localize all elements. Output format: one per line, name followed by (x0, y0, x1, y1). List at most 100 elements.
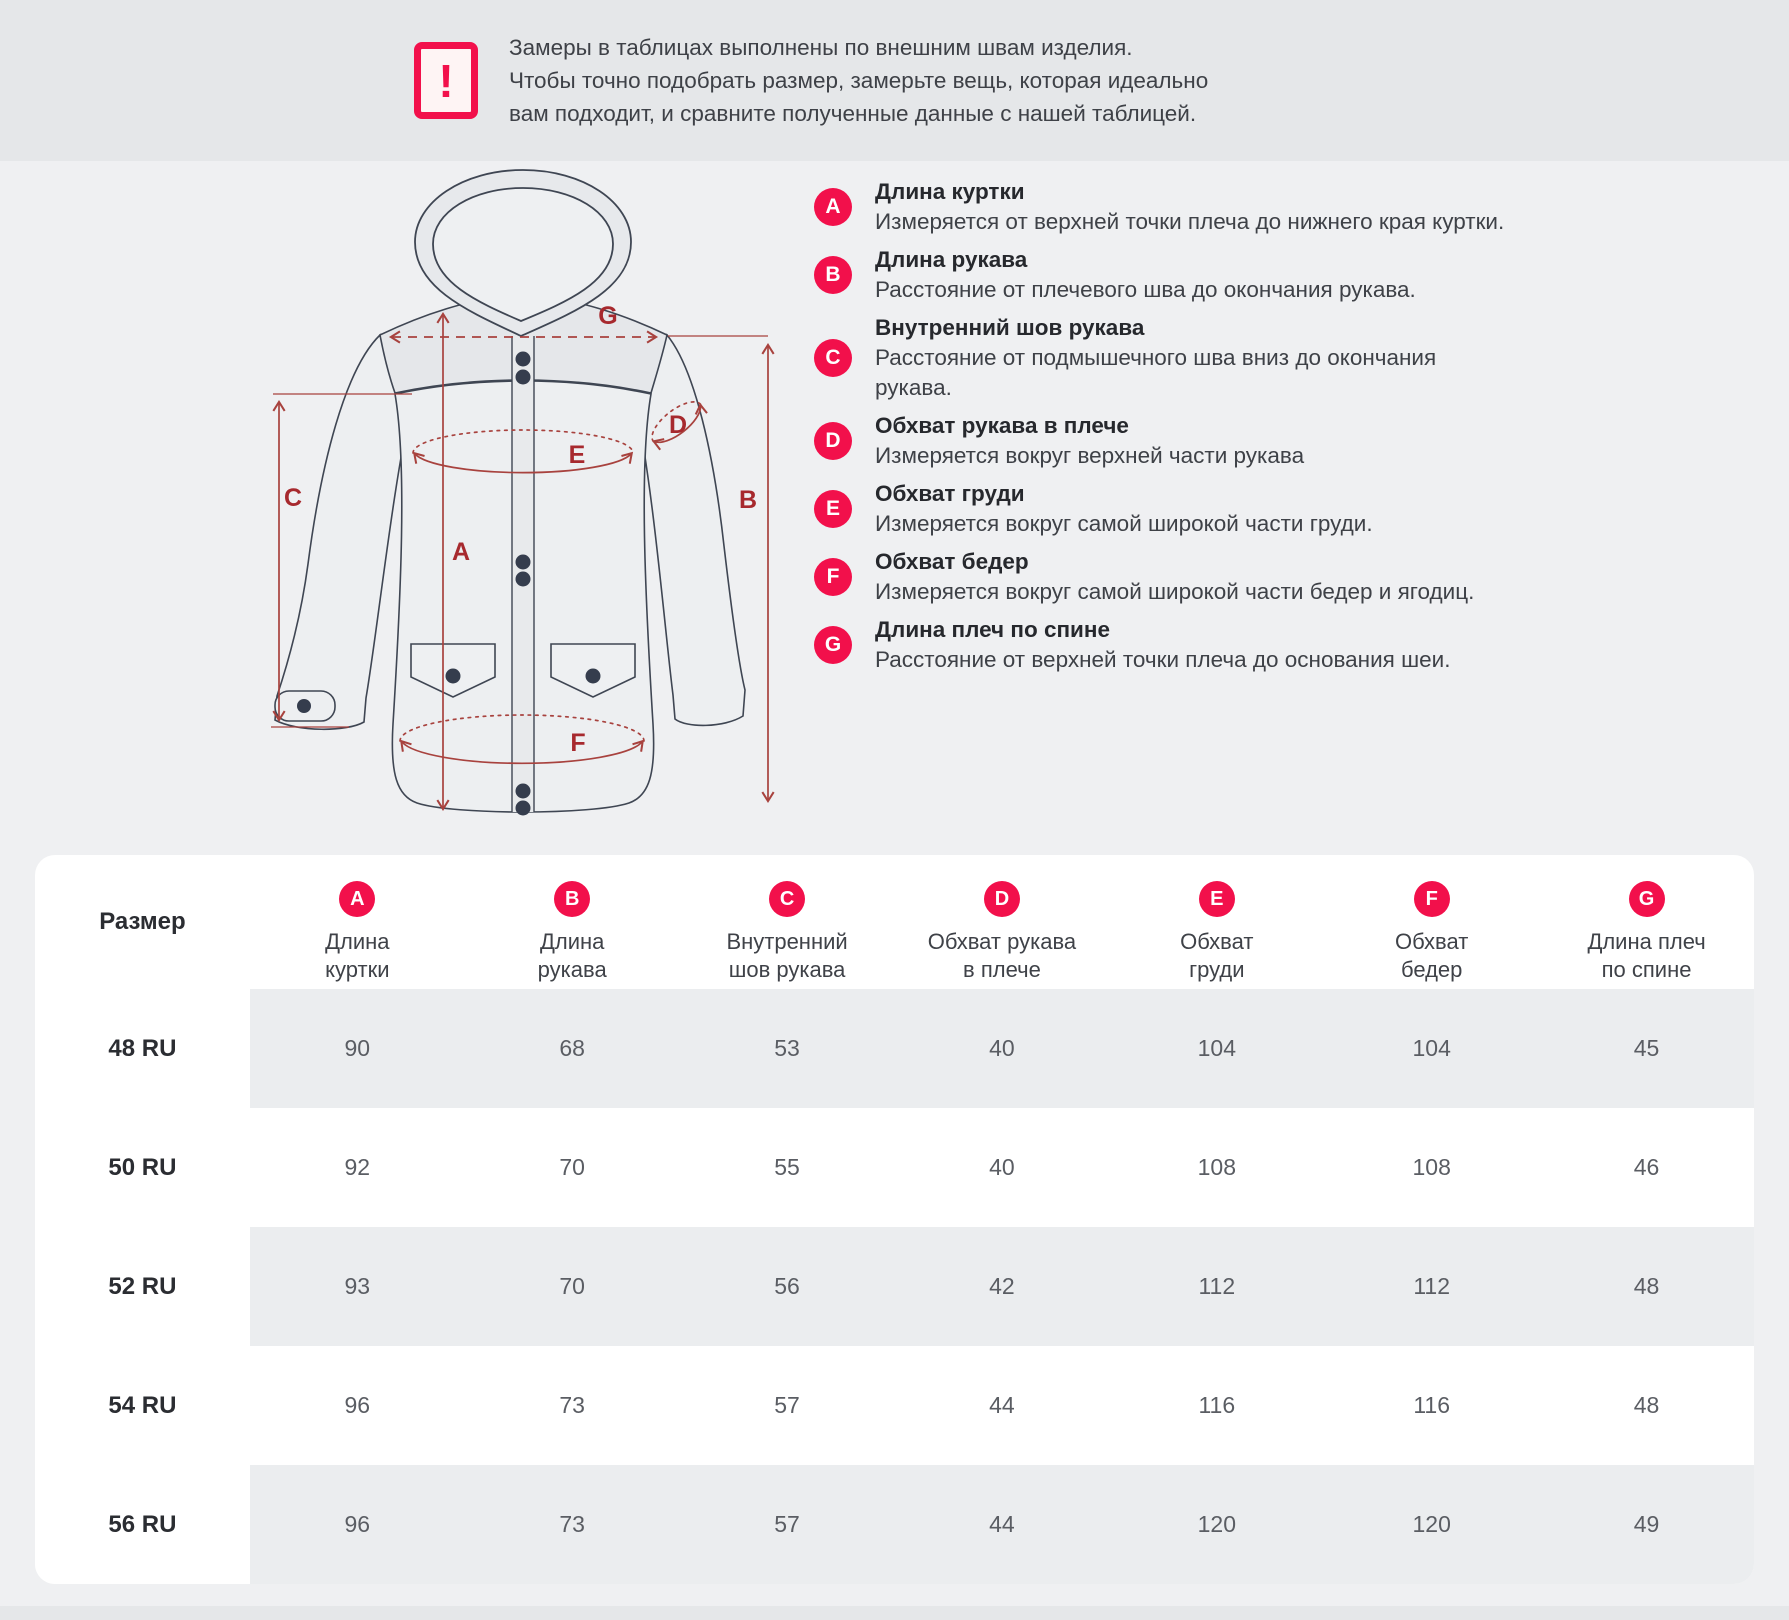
legend-description: Измеряется вокруг верхней части рукава (875, 443, 1305, 468)
column-label: Обхват рукава в плече (927, 929, 1077, 982)
legend-letter-badge: A (814, 188, 852, 226)
value-cell: 92 (344, 1154, 371, 1180)
legend-letter-badge: D (814, 422, 852, 460)
warning-banner: ! Замеры в таблицах выполнены по внешним… (0, 0, 1789, 161)
legend-title: Длина куртки (875, 179, 1025, 204)
banner-line-1: Замеры в таблицах выполнены по внешним ш… (509, 35, 1133, 60)
column-letter-badge: A (339, 881, 376, 917)
legend-text: Длина плеч по спине Расстояние от верхне… (875, 615, 1451, 675)
measure-column-header: F Обхват бедер (1324, 855, 1539, 989)
size-cell: 56 RU (35, 1465, 250, 1584)
table-body: 48 RU 90 68 53 40 104 104 45 50 RU 92 70 55 40 108… (35, 989, 1754, 1584)
column-letter-badge: C (769, 881, 806, 917)
legend-title: Обхват рукава в плече (875, 413, 1129, 438)
legend-letter-badge: G (814, 626, 852, 664)
legend-title: Обхват бедер (875, 549, 1029, 574)
legend-letter-badge: F (814, 558, 852, 596)
legend-text: Длина рукава Расстояние от плечевого шва… (875, 245, 1416, 305)
legend-letter-badge: C (814, 339, 852, 377)
label-c: C (284, 484, 302, 512)
label-f: F (570, 729, 585, 757)
value-cell: 73 (559, 1392, 585, 1418)
column-label: Внутренний шов рукава (726, 929, 848, 982)
legend-text: Обхват бедер Измеряется вокруг самой шир… (875, 547, 1474, 607)
table-row: 56 RU 96 73 57 44 120 120 49 (35, 1465, 1754, 1584)
value-cell: 57 (679, 1465, 895, 1584)
legend-description: Измеряется от верхней точки плеча до ниж… (875, 209, 1505, 234)
exclamation-icon: ! (414, 42, 478, 119)
measure-column-header: B Длина рукава (465, 855, 680, 989)
legend-text: Обхват груди Измеряется вокруг самой шир… (875, 479, 1373, 539)
column-letter-badge: G (1628, 881, 1665, 917)
legend-title: Длина плеч по спине (875, 617, 1110, 642)
value-cell: 42 (894, 1227, 1110, 1346)
value-cell: 116 (1413, 1392, 1451, 1418)
banner-text: Замеры в таблицах выполнены по внешним ш… (509, 31, 1208, 130)
column-label: Длина плеч по спине (1587, 929, 1706, 982)
value-cell: 112 (1109, 1227, 1325, 1346)
table-row: 54 RU 96 73 57 44 116 116 48 (35, 1346, 1754, 1465)
table-row: 52 RU 93 70 56 42 112 112 48 (35, 1227, 1754, 1346)
value-cell: 44 (894, 1465, 1110, 1584)
measurement-section: A B C D E F G A Длина куртки Измеряется … (0, 161, 1789, 855)
legend-letter-badge: B (814, 256, 852, 294)
value-cell: 53 (679, 989, 895, 1108)
value-cell: 57 (774, 1392, 800, 1418)
label-g: G (598, 302, 617, 330)
bottom-strip (0, 1606, 1789, 1620)
legend-item: E Обхват груди Измеряется вокруг самой ш… (814, 475, 1734, 543)
legend-item: A Длина куртки Измеряется от верхней точ… (814, 173, 1734, 241)
legend-item: F Обхват бедер Измеряется вокруг самой ш… (814, 543, 1734, 611)
column-label: Длина куртки (325, 929, 390, 982)
value-cell: 93 (249, 1227, 465, 1346)
label-a: A (452, 538, 470, 566)
column-letter-badge: F (1413, 881, 1450, 917)
label-b: B (739, 486, 757, 514)
value-cell: 70 (559, 1154, 585, 1180)
value-cell: 40 (989, 1154, 1015, 1180)
banner-line-2: Чтобы точно подобрать размер, замерьте в… (509, 68, 1209, 93)
table-row: 48 RU 90 68 53 40 104 104 45 (35, 989, 1754, 1108)
value-cell: 73 (464, 1465, 680, 1584)
legend-description: Измеряется вокруг самой широкой части гр… (875, 511, 1373, 536)
size-cell: 52 RU (35, 1227, 250, 1346)
column-label: Длина рукава (537, 929, 607, 982)
value-cell: 68 (464, 989, 680, 1108)
value-cell: 49 (1539, 1465, 1754, 1584)
legend-title: Внутренний шов рукава (875, 315, 1145, 340)
value-cell: 55 (774, 1154, 800, 1180)
bottom-gap (0, 1584, 1789, 1606)
column-letter-badge: E (1198, 881, 1235, 917)
legend-description: Расстояние от плечевого шва до окончания… (875, 277, 1416, 302)
value-cell: 46 (1633, 1154, 1660, 1180)
value-cell: 56 (679, 1227, 895, 1346)
legend-item: C Внутренний шов рукава Расстояние от по… (814, 309, 1734, 407)
legend-title: Обхват груди (875, 481, 1025, 506)
table-header-row: Размер A Длина куртки B Длина рукава C В… (35, 855, 1754, 989)
value-cell: 116 (1198, 1392, 1236, 1418)
jacket-hood (414, 169, 632, 337)
value-cell: 120 (1324, 1465, 1540, 1584)
label-e: E (569, 441, 586, 469)
legend-description: Расстояние от верхней точки плеча до осн… (875, 647, 1451, 672)
value-cell: 96 (249, 1465, 465, 1584)
measure-column-header: E Обхват груди (1109, 855, 1324, 989)
legend-item: B Длина рукава Расстояние от плечевого ш… (814, 241, 1734, 309)
value-cell: 112 (1324, 1227, 1540, 1346)
legend-description: Расстояние от подмышечного шва вниз до о… (875, 345, 1437, 400)
legend-text: Внутренний шов рукава Расстояние от подм… (875, 313, 1436, 403)
value-cell: 104 (1324, 989, 1540, 1108)
legend-list: A Длина куртки Измеряется от верхней точ… (814, 173, 1734, 679)
measure-column-header: A Длина куртки (250, 855, 465, 989)
measure-column-header: D Обхват рукава в плече (895, 855, 1110, 989)
value-cell: 108 (1412, 1154, 1451, 1180)
table-row: 50 RU 92 70 55 40 108 108 46 (35, 1108, 1754, 1227)
value-cell: 120 (1109, 1465, 1325, 1584)
value-cell: 104 (1109, 989, 1325, 1108)
value-cell: 44 (989, 1392, 1015, 1418)
value-cell: 40 (894, 989, 1110, 1108)
legend-title: Длина рукава (875, 247, 1028, 272)
value-cell: 96 (344, 1392, 371, 1418)
label-d: D (669, 411, 687, 439)
measurement-labels: A B C D E F G (284, 302, 757, 757)
